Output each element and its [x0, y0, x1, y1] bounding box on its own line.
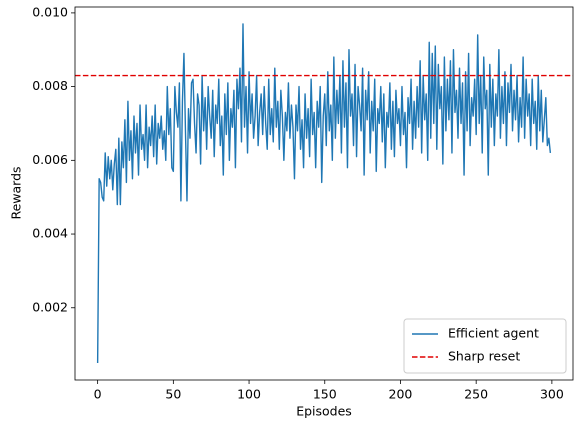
legend-label: Sharp reset	[448, 349, 520, 364]
legend-box	[403, 318, 567, 374]
data-line	[96, 23, 552, 364]
x-tick-label: 150	[313, 387, 337, 402]
x-tick-label: 200	[389, 387, 413, 402]
x-axis-label: Episodes	[296, 404, 352, 419]
y-tick-label: 0.008	[32, 78, 68, 93]
y-tick-label: 0.002	[32, 299, 68, 314]
x-tick-label: 100	[237, 387, 261, 402]
legend-label: Efficient agent	[448, 326, 539, 341]
y-tick-label: 0.010	[32, 4, 68, 19]
y-axis-label: Rewards	[9, 166, 24, 219]
plot-frame	[74, 6, 574, 381]
x-tick-label: 0	[94, 387, 102, 402]
x-tick-label: 250	[464, 387, 488, 402]
x-tick-label: 50	[165, 387, 181, 402]
x-tick-label: 300	[540, 387, 564, 402]
y-tick-label: 0.004	[32, 226, 68, 241]
y-tick-label: 0.006	[32, 152, 68, 167]
